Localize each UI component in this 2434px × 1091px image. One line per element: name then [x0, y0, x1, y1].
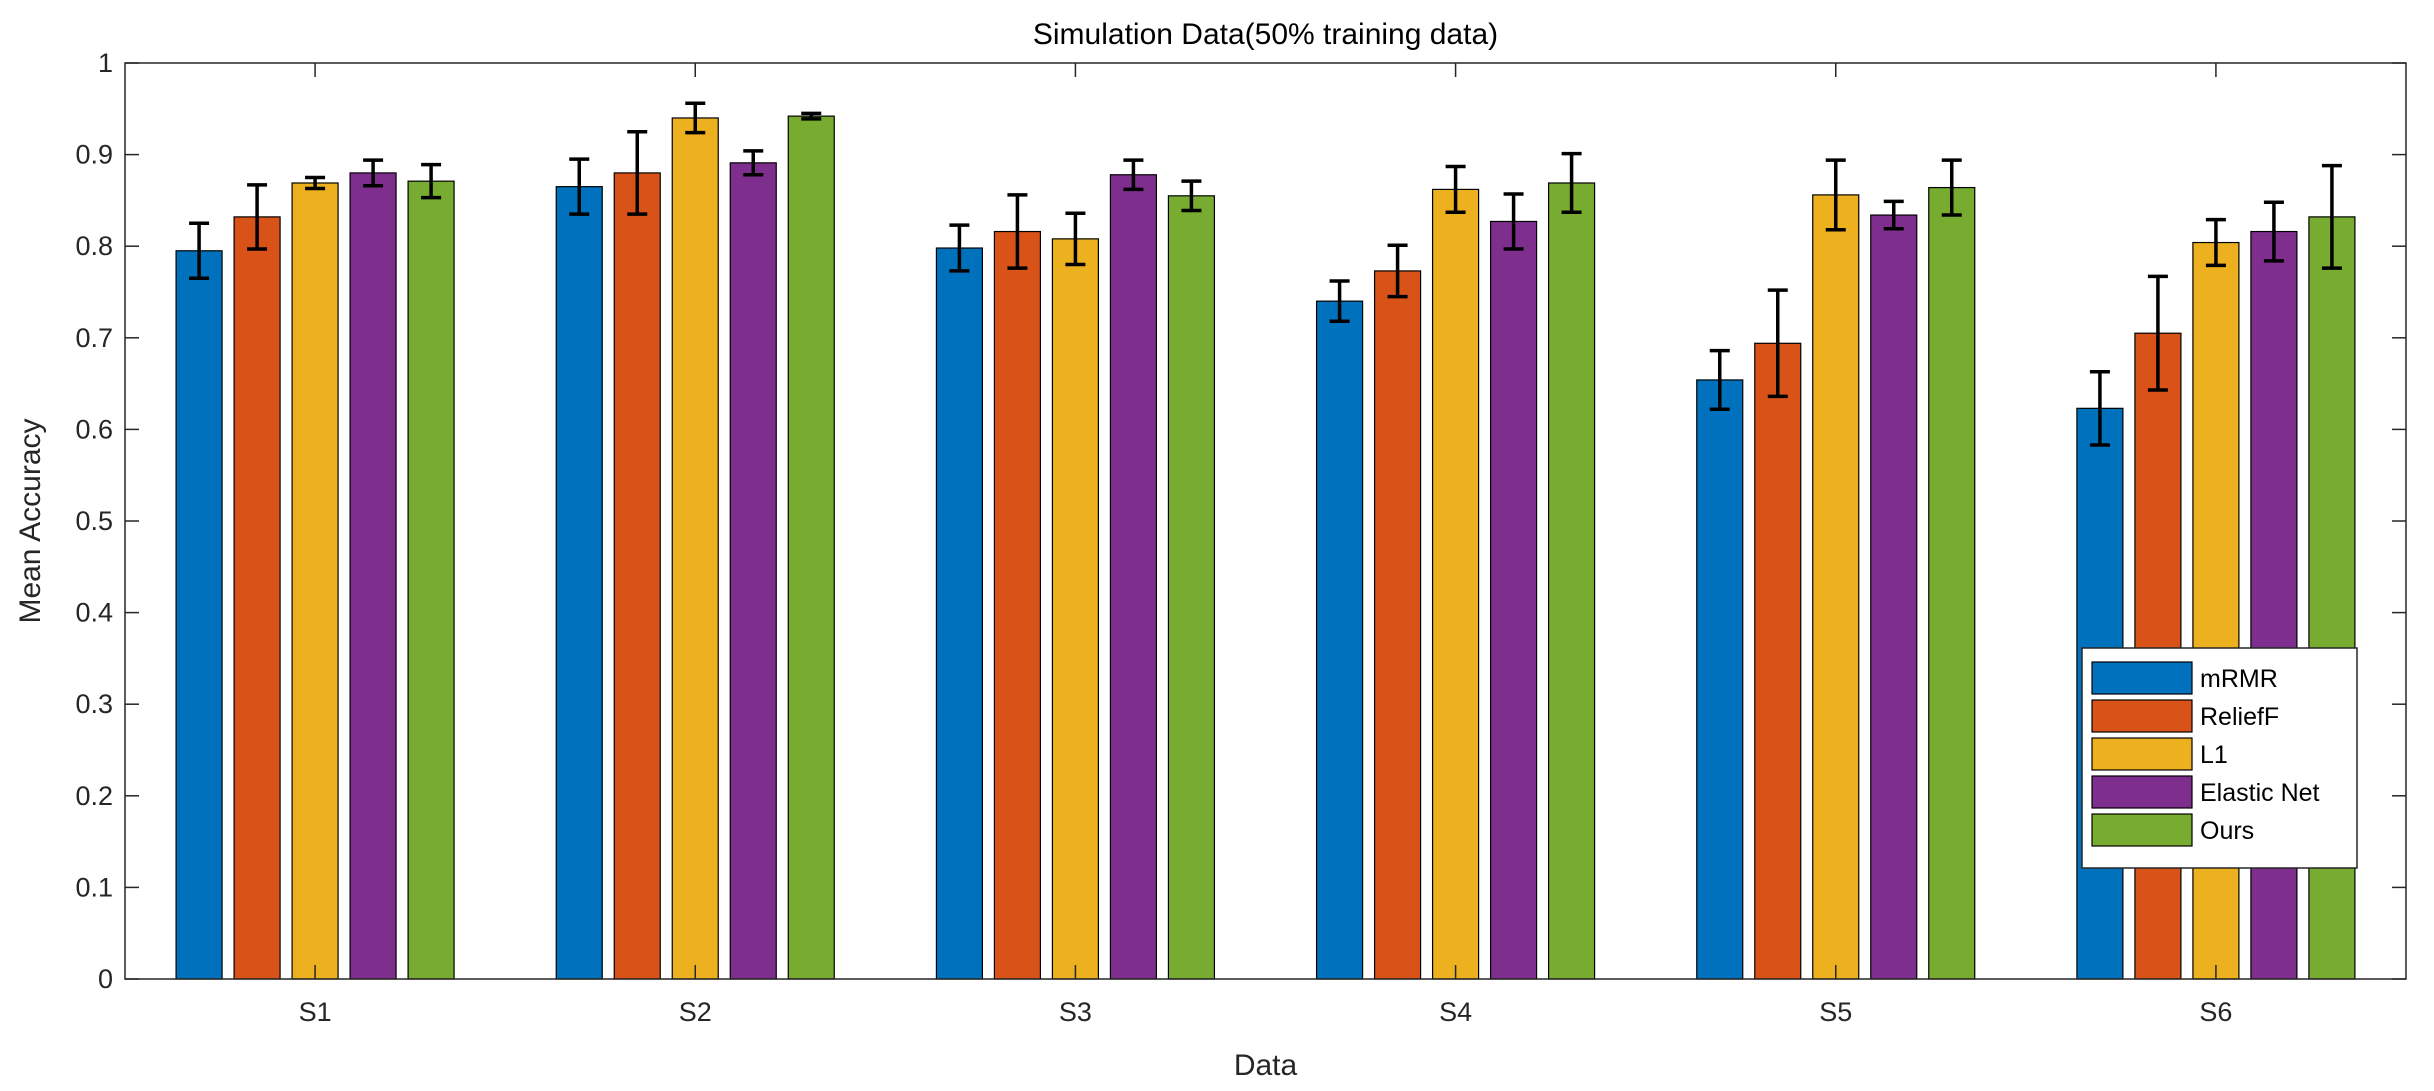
- error-bars-layer: [189, 101, 2342, 447]
- bar-mrmr-s3: [935, 247, 984, 980]
- y-tick-label: 0: [98, 964, 113, 994]
- legend-label: Elastic Net: [2200, 779, 2320, 807]
- bar-l1-s2: [671, 117, 719, 980]
- chart-title: Simulation Data(50% training data): [1033, 18, 1498, 51]
- error-bar: [1007, 193, 1028, 270]
- bar-relieff-s1: [233, 216, 281, 980]
- y-tick-label: 0.2: [75, 781, 113, 811]
- bar-relieff-s5: [1754, 342, 1802, 980]
- error-bar: [949, 223, 970, 273]
- legend-swatch-elastic-net: [2091, 775, 2193, 809]
- bar-ours-s4: [1547, 182, 1596, 980]
- error-bar: [1941, 158, 1962, 217]
- y-tick-label: 0.7: [75, 323, 113, 353]
- y-tick-label: 0.4: [75, 598, 113, 628]
- error-bar: [2089, 369, 2110, 447]
- bar-l1-s4: [1431, 188, 1480, 980]
- bar-ours-s2: [787, 115, 835, 980]
- error-bar: [421, 162, 442, 200]
- error-bar: [363, 158, 384, 188]
- legend-swatch-l1: [2091, 737, 2193, 771]
- bar-elastic-net-s5: [1870, 214, 1918, 980]
- x-axis: S1 S2 S3 S4 S5 S6: [299, 63, 2232, 1027]
- error-bar: [2147, 274, 2168, 392]
- error-bar: [247, 183, 268, 251]
- error-bar: [2205, 217, 2226, 268]
- bar-l1-s5: [1812, 194, 1860, 980]
- x-tick-label: S3: [1059, 997, 1092, 1027]
- bar-ours-s3: [1167, 195, 1216, 980]
- error-bar: [1767, 288, 1788, 399]
- y-axis-title: Mean Accuracy: [14, 418, 47, 623]
- bar-mrmr-s4: [1315, 300, 1364, 980]
- error-bar: [569, 157, 590, 216]
- y-tick-label: 0.3: [75, 689, 113, 719]
- error-bar: [1561, 151, 1582, 215]
- error-bar: [1123, 158, 1144, 192]
- error-bar: [1181, 179, 1202, 213]
- x-tick-label: S6: [2199, 997, 2232, 1027]
- legend-swatch-relieff: [2091, 699, 2193, 733]
- bar-relieff-s3: [993, 230, 1042, 980]
- bar-l1-s1: [291, 182, 339, 980]
- y-tick-label: 0.8: [75, 231, 113, 261]
- error-bar: [743, 149, 764, 177]
- bar-mrmr-s5: [1696, 379, 1744, 980]
- x-tick-label: S2: [679, 997, 712, 1027]
- bar-mrmr-s1: [175, 250, 223, 980]
- error-bar: [685, 101, 706, 135]
- plot-area: [125, 63, 2406, 979]
- bar-elastic-net-s3: [1109, 174, 1158, 980]
- legend: mRMR ReliefF L1 Elastic Net Ours: [2081, 647, 2358, 869]
- bar-ours-s1: [407, 180, 455, 980]
- y-tick-label: 0.9: [75, 140, 113, 170]
- bar-relieff-s4: [1373, 270, 1422, 980]
- y-tick-label: 0.5: [75, 506, 113, 536]
- error-bar: [801, 111, 822, 121]
- error-bar: [1445, 164, 1466, 215]
- x-tick-label: S4: [1439, 997, 1472, 1027]
- error-bar: [1503, 192, 1524, 251]
- legend-label: mRMR: [2200, 665, 2278, 693]
- error-bar: [2263, 200, 2284, 263]
- x-tick-label: S1: [299, 997, 332, 1027]
- legend-label: L1: [2200, 741, 2228, 769]
- x-tick-label: S5: [1819, 997, 1852, 1027]
- y-tick-label: 0.6: [75, 414, 113, 444]
- error-bar: [627, 129, 648, 216]
- legend-swatch-mrmr: [2091, 661, 2193, 695]
- error-bar: [1329, 279, 1350, 324]
- legend-label: ReliefF: [2200, 703, 2279, 731]
- bar-elastic-net-s2: [729, 162, 777, 980]
- error-bar: [1065, 211, 1086, 267]
- error-bar: [1883, 199, 1904, 231]
- error-bar: [1709, 348, 1730, 411]
- bar-mrmr-s2: [555, 186, 603, 980]
- bar-elastic-net-s1: [349, 172, 397, 980]
- error-bar: [189, 221, 210, 281]
- bar-elastic-net-s4: [1489, 220, 1538, 980]
- bar-relieff-s2: [613, 172, 661, 980]
- y-tick-label: 0.1: [75, 872, 113, 902]
- y-tick-label: 1: [98, 48, 113, 78]
- bar-ours-s5: [1928, 186, 1976, 980]
- bar-l1-s3: [1051, 238, 1100, 980]
- y-axis: 0 0.1 0.2 0.3 0.4 0.5 0.6 0.7 0.8 0.9 1: [75, 48, 2406, 994]
- error-bar: [1825, 158, 1846, 232]
- legend-swatch-ours: [2091, 813, 2193, 847]
- x-axis-title: Data: [1234, 1049, 1298, 1082]
- error-bar: [2321, 163, 2342, 270]
- error-bar: [305, 175, 326, 191]
- legend-label: Ours: [2200, 817, 2254, 845]
- error-bar: [1387, 243, 1408, 299]
